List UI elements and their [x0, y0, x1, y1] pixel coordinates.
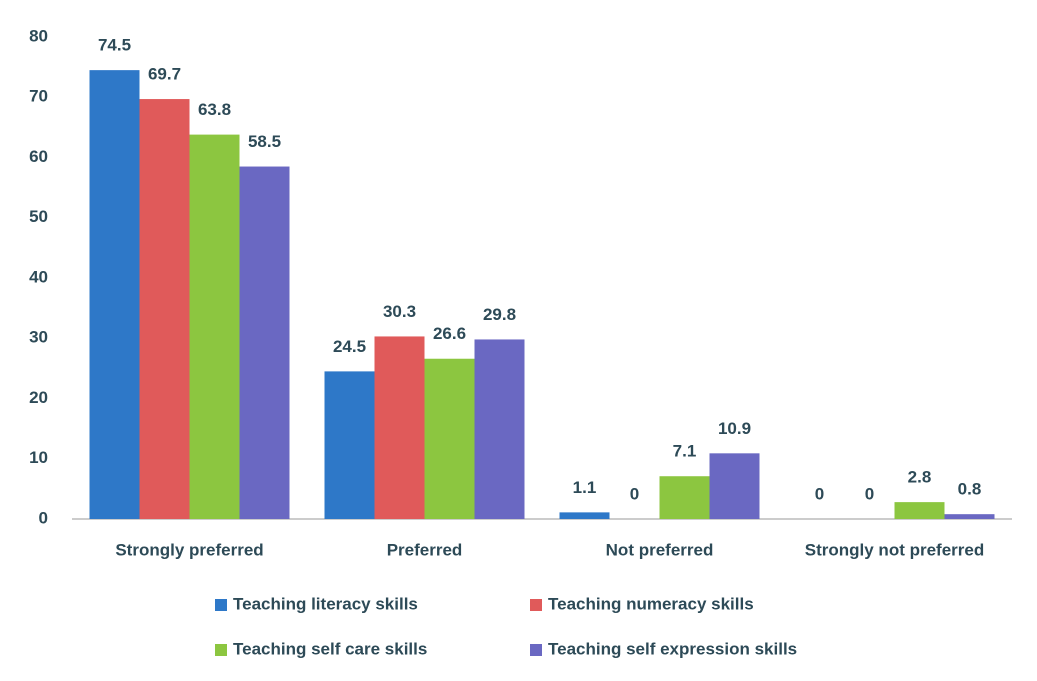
x-tick-label: Strongly not preferred: [805, 540, 984, 559]
bar: [709, 453, 760, 519]
data-label: 7.1: [673, 442, 697, 461]
data-label: 69.7: [148, 65, 181, 84]
data-label: 30.3: [383, 302, 416, 321]
data-label: 26.6: [433, 324, 466, 343]
y-tick-label: 40: [29, 267, 48, 286]
bar: [374, 336, 425, 519]
bar: [424, 358, 475, 519]
data-label: 0: [865, 484, 874, 503]
data-label: 63.8: [198, 100, 231, 119]
x-tick-label: Strongly preferred: [115, 540, 263, 559]
data-label: 10.9: [718, 419, 751, 438]
bar: [944, 514, 995, 519]
y-tick-label: 10: [29, 448, 48, 467]
y-tick-label: 70: [29, 87, 48, 106]
data-label: 0: [815, 484, 824, 503]
data-label: 0.8: [958, 480, 982, 499]
data-label: 29.8: [483, 305, 516, 324]
bar: [239, 166, 290, 519]
y-tick-label: 60: [29, 147, 48, 166]
legend-swatch: [530, 599, 542, 611]
legend-label: Teaching self expression skills: [548, 639, 797, 658]
data-label: 58.5: [248, 132, 281, 151]
bar: [89, 70, 140, 519]
bar: [189, 134, 240, 520]
x-tick-label: Not preferred: [606, 540, 714, 559]
y-tick-label: 20: [29, 388, 48, 407]
y-tick-label: 80: [29, 26, 48, 45]
legend-swatch: [530, 644, 542, 656]
legend-swatch: [215, 644, 227, 656]
bar: [474, 339, 525, 519]
bar: [324, 371, 375, 519]
legend-label: Teaching literacy skills: [233, 594, 418, 613]
y-tick-label: 50: [29, 207, 48, 226]
bar: [559, 512, 610, 519]
data-label: 2.8: [908, 468, 932, 487]
y-tick-label: 0: [39, 508, 48, 527]
legend-label: Teaching numeracy skills: [548, 594, 754, 613]
legend-swatch: [215, 599, 227, 611]
data-label: 0: [630, 484, 639, 503]
bar: [659, 476, 710, 519]
data-label: 74.5: [98, 36, 131, 55]
x-tick-label: Preferred: [387, 540, 463, 559]
bar: [894, 502, 945, 519]
data-label: 24.5: [333, 337, 366, 356]
bar: [139, 99, 190, 520]
data-label: 1.1: [573, 478, 597, 497]
legend-label: Teaching self care skills: [233, 639, 427, 658]
y-tick-label: 30: [29, 328, 48, 347]
